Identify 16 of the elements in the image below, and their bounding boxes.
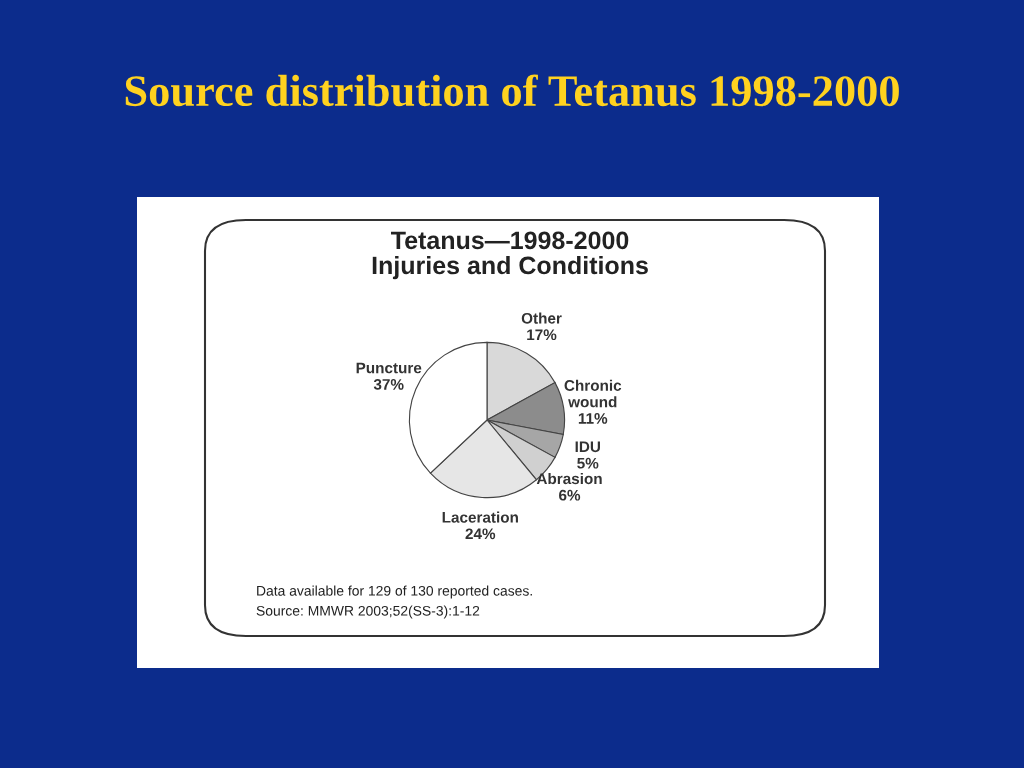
data-label: 24% bbox=[465, 528, 496, 540]
slice-label: Puncture bbox=[356, 362, 422, 374]
slice-label: Abrasion bbox=[536, 472, 602, 485]
data-label: 5% bbox=[577, 457, 599, 469]
slice-label: IDU bbox=[575, 441, 600, 453]
slice-label: Laceration bbox=[442, 511, 518, 523]
chart-title: Source distribution of Tetanus 1998-2000 bbox=[125, 74, 899, 107]
data-label: 17% bbox=[527, 329, 557, 341]
source-note: Source: MMWR 2003;52(SS-3):1-12 bbox=[256, 605, 480, 619]
data-label: 6% bbox=[559, 489, 581, 501]
text: Data available for 129 of 130 reported cases. bbox=[257, 585, 532, 599]
data-label: 11% bbox=[578, 413, 608, 424]
slice-label: Other bbox=[521, 312, 562, 324]
chart-subtitle: Tetanus—1998-2000 Injuries and Conditions bbox=[372, 231, 648, 280]
data-label: 37% bbox=[373, 378, 404, 390]
slice-label: Chronic wound bbox=[564, 379, 622, 408]
